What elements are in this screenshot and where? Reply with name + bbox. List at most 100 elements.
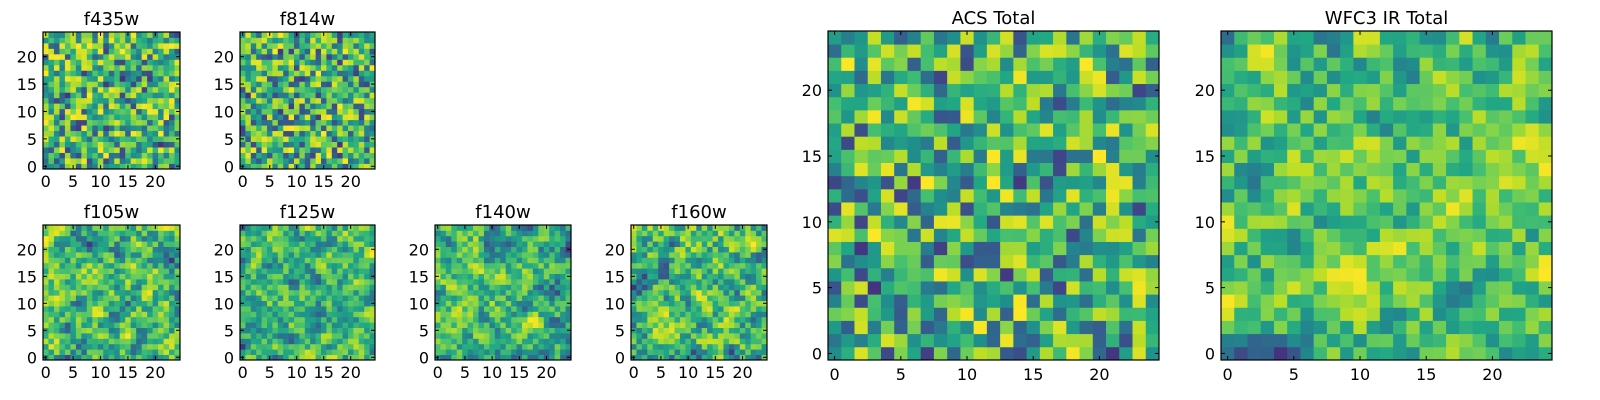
- heatmap-cell: [478, 322, 485, 328]
- heatmap-cell: [483, 268, 490, 274]
- heatmap-cell: [240, 333, 246, 339]
- heatmap-cell: [245, 257, 252, 264]
- heatmap-cell: [867, 83, 882, 98]
- heatmap-cell: [136, 75, 143, 82]
- heatmap-cell: [342, 241, 349, 247]
- heatmap-cell: [245, 241, 252, 247]
- heatmap-cell: [43, 147, 49, 153]
- heatmap-cell: [369, 86, 376, 93]
- heatmap-cell: [48, 75, 55, 82]
- heatmap-cell: [92, 114, 99, 121]
- heatmap-cell: [267, 333, 273, 339]
- heatmap-cell: [636, 225, 643, 231]
- heatmap-cell: [685, 306, 692, 312]
- heatmap-cell: [880, 149, 895, 163]
- heatmap-cell: [53, 37, 60, 44]
- heatmap-cell: [315, 252, 322, 258]
- heatmap-cell: [549, 306, 556, 312]
- heatmap-cell: [1406, 215, 1420, 229]
- heatmap-cell: [712, 311, 719, 318]
- heatmap-cell: [451, 306, 458, 312]
- heatmap-cell: [473, 230, 479, 237]
- heatmap-cell: [299, 32, 306, 38]
- heatmap-cell: [108, 48, 115, 55]
- heatmap-cell: [1026, 83, 1041, 98]
- heatmap-cell: [1106, 44, 1120, 58]
- heatmap-cell: [505, 322, 512, 328]
- heatmap-cell: [169, 349, 175, 355]
- heatmap-cell: [1525, 228, 1540, 242]
- heatmap-cell: [81, 92, 88, 99]
- heatmap-cell: [920, 175, 935, 190]
- heatmap-cell: [435, 295, 441, 301]
- heatmap-cell: [1145, 307, 1160, 321]
- heatmap-cell: [288, 349, 295, 355]
- heatmap-cell: [1366, 228, 1381, 242]
- heatmap-cell: [658, 322, 665, 328]
- heatmap-cell: [652, 241, 659, 247]
- heatmap-cell: [718, 252, 724, 258]
- heatmap-cell: [169, 42, 175, 49]
- heatmap-cell: [119, 136, 126, 142]
- heatmap-cell: [560, 343, 566, 350]
- heatmap-cell: [353, 158, 360, 164]
- heatmap-cell: [108, 343, 115, 350]
- heatmap-cell: [75, 32, 82, 38]
- heatmap-cell: [960, 70, 975, 85]
- heatmap-cell: [1221, 294, 1235, 308]
- heatmap-cell: [1273, 215, 1288, 229]
- heatmap-cell: [272, 92, 279, 99]
- heatmap-cell: [108, 70, 115, 77]
- heatmap-cell: [97, 75, 104, 82]
- heatmap-cell: [473, 246, 479, 253]
- heatmap-cell: [147, 119, 153, 126]
- heatmap-cell: [679, 333, 686, 339]
- heatmap-cell: [707, 241, 713, 247]
- heatmap-cell: [652, 235, 659, 242]
- heatmap-cell: [543, 284, 550, 291]
- heatmap-cell: [59, 235, 66, 242]
- heatmap-cell: [342, 225, 349, 231]
- heatmap-cell: [353, 119, 360, 126]
- heatmap-cell: [867, 294, 882, 308]
- heatmap-cell: [707, 343, 713, 350]
- heatmap-cell: [462, 289, 469, 296]
- heatmap-cell: [315, 333, 322, 339]
- heatmap-cell: [1419, 307, 1434, 321]
- heatmap-cell: [636, 273, 643, 280]
- heatmap-cell: [261, 235, 268, 242]
- heatmap-cell: [1000, 188, 1014, 203]
- heatmap-cell: [690, 284, 697, 291]
- heatmap-cell: [288, 273, 295, 280]
- heatmap-cell: [489, 257, 496, 264]
- heatmap-cell: [679, 252, 686, 258]
- heatmap-cell: [288, 130, 295, 137]
- heatmap-cell: [64, 114, 71, 121]
- heatmap-cell: [1446, 320, 1460, 335]
- heatmap-cell: [152, 343, 159, 350]
- heatmap-cell: [152, 284, 159, 291]
- heatmap-cell: [696, 316, 703, 323]
- heatmap-cell: [631, 268, 637, 274]
- heatmap-cell: [679, 300, 686, 307]
- heatmap-cell: [70, 241, 77, 247]
- heatmap-cell: [696, 333, 703, 339]
- heatmap-cell: [348, 306, 354, 312]
- heatmap-cell: [288, 114, 295, 121]
- heatmap-cell: [690, 322, 697, 328]
- heatmap-cell: [636, 246, 643, 253]
- heatmap-cell: [130, 343, 137, 350]
- heatmap-cell: [1092, 123, 1107, 137]
- heatmap-cell: [141, 262, 148, 269]
- heatmap-cell: [554, 333, 561, 339]
- heatmap-cell: [1079, 320, 1094, 335]
- heatmap-cell: [272, 327, 279, 334]
- heatmap-cell: [1406, 188, 1420, 203]
- heatmap-cell: [353, 235, 360, 242]
- heatmap-cell: [636, 300, 643, 307]
- heatmap-cell: [369, 32, 376, 38]
- heatmap-cell: [1039, 320, 1054, 335]
- heatmap-cell: [527, 225, 534, 231]
- heatmap-cell: [1485, 175, 1500, 190]
